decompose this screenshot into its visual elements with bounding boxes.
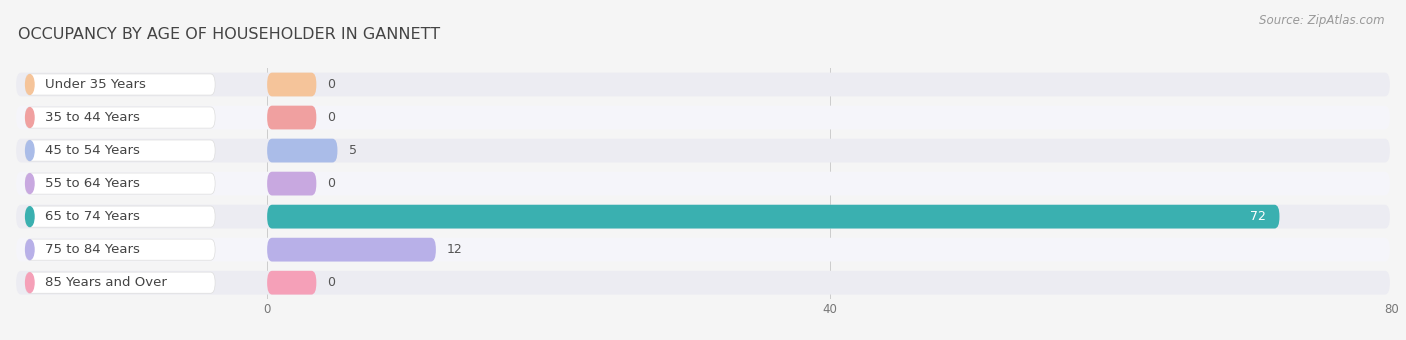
FancyBboxPatch shape [267, 106, 316, 130]
FancyBboxPatch shape [267, 139, 337, 163]
Text: 0: 0 [328, 276, 336, 289]
Circle shape [25, 108, 34, 128]
Text: 0: 0 [328, 177, 336, 190]
Text: Source: ZipAtlas.com: Source: ZipAtlas.com [1260, 14, 1385, 27]
FancyBboxPatch shape [267, 238, 436, 261]
Text: 5: 5 [349, 144, 357, 157]
FancyBboxPatch shape [25, 239, 215, 260]
FancyBboxPatch shape [267, 73, 316, 97]
Text: 72: 72 [1250, 210, 1265, 223]
Text: 55 to 64 Years: 55 to 64 Years [45, 177, 139, 190]
FancyBboxPatch shape [267, 172, 316, 195]
FancyBboxPatch shape [15, 238, 1391, 261]
Circle shape [25, 207, 34, 226]
Circle shape [25, 74, 34, 95]
FancyBboxPatch shape [15, 73, 1391, 97]
Circle shape [25, 174, 34, 193]
Text: 45 to 54 Years: 45 to 54 Years [45, 144, 139, 157]
Text: 75 to 84 Years: 75 to 84 Years [45, 243, 139, 256]
FancyBboxPatch shape [25, 140, 215, 161]
Circle shape [25, 240, 34, 259]
FancyBboxPatch shape [15, 172, 1391, 195]
FancyBboxPatch shape [267, 205, 1279, 228]
FancyBboxPatch shape [267, 271, 316, 294]
Text: 12: 12 [447, 243, 463, 256]
Circle shape [25, 273, 34, 293]
Text: 85 Years and Over: 85 Years and Over [45, 276, 167, 289]
Text: Under 35 Years: Under 35 Years [45, 78, 146, 91]
FancyBboxPatch shape [25, 206, 215, 227]
Circle shape [25, 141, 34, 160]
FancyBboxPatch shape [15, 205, 1391, 228]
Text: 0: 0 [328, 111, 336, 124]
FancyBboxPatch shape [25, 107, 215, 128]
Text: OCCUPANCY BY AGE OF HOUSEHOLDER IN GANNETT: OCCUPANCY BY AGE OF HOUSEHOLDER IN GANNE… [18, 27, 440, 41]
Text: 65 to 74 Years: 65 to 74 Years [45, 210, 139, 223]
FancyBboxPatch shape [25, 272, 215, 293]
FancyBboxPatch shape [25, 173, 215, 194]
FancyBboxPatch shape [15, 106, 1391, 130]
FancyBboxPatch shape [15, 271, 1391, 294]
Text: 35 to 44 Years: 35 to 44 Years [45, 111, 139, 124]
Text: 0: 0 [328, 78, 336, 91]
FancyBboxPatch shape [25, 74, 215, 95]
FancyBboxPatch shape [15, 139, 1391, 163]
